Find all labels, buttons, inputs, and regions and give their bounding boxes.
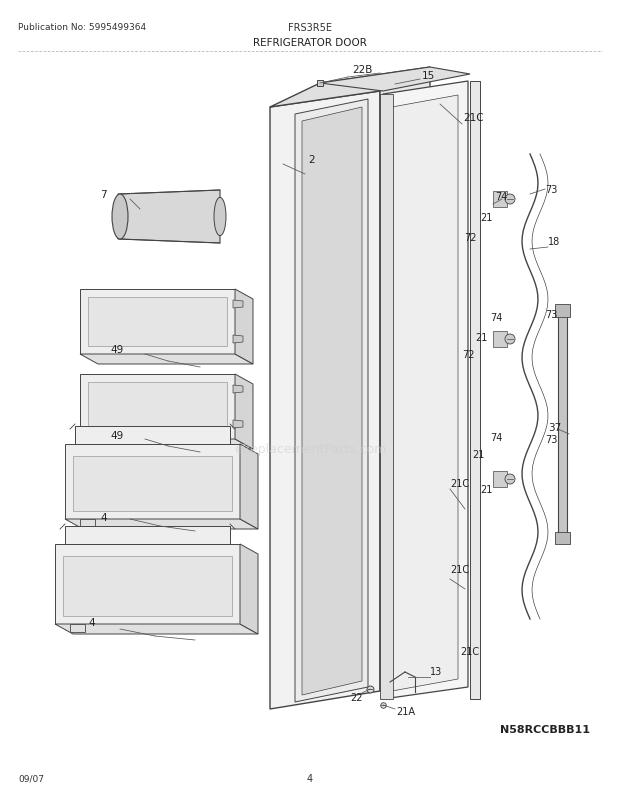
- Polygon shape: [295, 100, 368, 702]
- Polygon shape: [80, 290, 235, 354]
- Polygon shape: [233, 386, 243, 394]
- Polygon shape: [270, 68, 430, 107]
- Text: Publication No: 5995499364: Publication No: 5995499364: [18, 23, 146, 32]
- Polygon shape: [88, 298, 227, 346]
- Polygon shape: [55, 624, 258, 634]
- Polygon shape: [65, 444, 240, 520]
- Circle shape: [505, 195, 515, 205]
- Polygon shape: [302, 107, 362, 695]
- Polygon shape: [235, 290, 253, 365]
- Text: 21C: 21C: [450, 479, 469, 488]
- Polygon shape: [80, 520, 95, 528]
- Polygon shape: [555, 533, 570, 545]
- Text: 21A: 21A: [396, 706, 415, 716]
- Polygon shape: [392, 96, 458, 691]
- Text: FRS3R5E: FRS3R5E: [288, 23, 332, 33]
- Polygon shape: [380, 68, 430, 691]
- Polygon shape: [493, 192, 507, 208]
- Polygon shape: [55, 545, 240, 624]
- Text: 22B: 22B: [352, 65, 373, 75]
- Text: 72: 72: [462, 350, 474, 359]
- Text: 74: 74: [490, 432, 502, 443]
- Polygon shape: [493, 331, 507, 347]
- Polygon shape: [235, 375, 253, 449]
- Text: 09/07: 09/07: [18, 774, 44, 783]
- Polygon shape: [233, 335, 243, 343]
- Polygon shape: [320, 68, 470, 92]
- Text: 4: 4: [100, 512, 107, 522]
- Text: 21C: 21C: [460, 646, 479, 656]
- Text: 49: 49: [110, 345, 123, 354]
- Polygon shape: [80, 354, 253, 365]
- Polygon shape: [470, 82, 480, 699]
- Text: 21: 21: [480, 213, 492, 223]
- Text: 73: 73: [545, 310, 557, 320]
- Text: 22: 22: [350, 692, 363, 702]
- Text: 21: 21: [472, 449, 484, 460]
- Text: 21C: 21C: [463, 113, 484, 123]
- Polygon shape: [270, 92, 380, 709]
- Polygon shape: [558, 310, 567, 539]
- Text: 37: 37: [548, 423, 561, 432]
- Text: 49: 49: [110, 431, 123, 440]
- Polygon shape: [233, 301, 243, 309]
- Text: 21C: 21C: [450, 565, 469, 574]
- Text: 73: 73: [545, 184, 557, 195]
- Polygon shape: [75, 427, 230, 444]
- Ellipse shape: [214, 198, 226, 237]
- Polygon shape: [80, 375, 235, 439]
- Text: 4: 4: [307, 773, 313, 783]
- Text: 73: 73: [545, 435, 557, 444]
- Text: 74: 74: [495, 192, 507, 202]
- Polygon shape: [118, 191, 220, 244]
- Text: N58RCCBBB11: N58RCCBBB11: [500, 724, 590, 734]
- Text: 72: 72: [464, 233, 477, 243]
- Polygon shape: [240, 444, 258, 529]
- Polygon shape: [70, 624, 85, 632]
- Polygon shape: [80, 439, 253, 449]
- Text: eReplacementParts.com: eReplacementParts.com: [234, 443, 386, 456]
- Circle shape: [505, 334, 515, 345]
- Text: 15: 15: [422, 71, 435, 81]
- Polygon shape: [65, 526, 230, 545]
- Polygon shape: [63, 557, 232, 616]
- Text: 7: 7: [100, 190, 107, 200]
- Text: 21: 21: [480, 484, 492, 494]
- Text: 4: 4: [88, 618, 95, 627]
- Polygon shape: [65, 520, 258, 529]
- Polygon shape: [383, 82, 468, 699]
- Text: 13: 13: [430, 666, 442, 676]
- Text: 74: 74: [490, 313, 502, 322]
- Polygon shape: [555, 305, 570, 318]
- Text: REFRIGERATOR DOOR: REFRIGERATOR DOOR: [253, 38, 367, 48]
- Polygon shape: [380, 95, 393, 699]
- Text: 18: 18: [548, 237, 560, 247]
- Polygon shape: [233, 420, 243, 428]
- Circle shape: [505, 475, 515, 484]
- Polygon shape: [73, 456, 232, 512]
- Polygon shape: [493, 472, 507, 488]
- Polygon shape: [240, 545, 258, 634]
- Text: 2: 2: [308, 155, 314, 164]
- Text: 21: 21: [475, 333, 487, 342]
- Ellipse shape: [112, 195, 128, 240]
- Polygon shape: [88, 383, 227, 431]
